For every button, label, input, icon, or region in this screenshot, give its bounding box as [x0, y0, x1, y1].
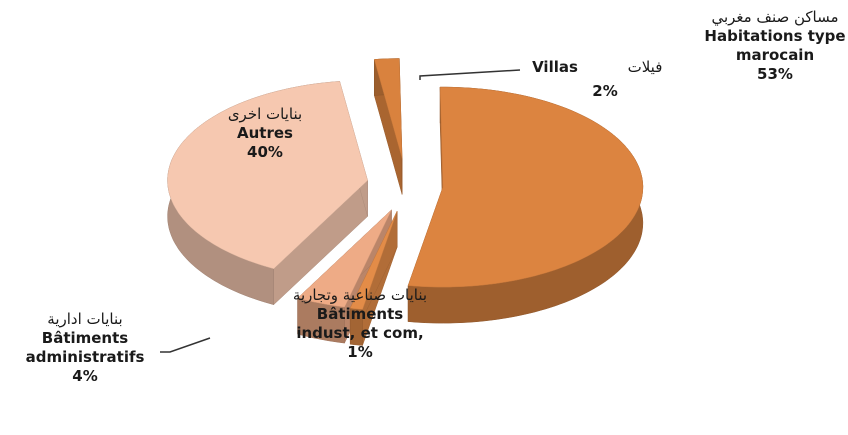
arabic-label: بنايات اخرى — [227, 105, 303, 123]
slice — [167, 81, 368, 269]
value-label: 4% — [72, 367, 98, 385]
arabic-label: مساكن صنف مغربي — [711, 8, 839, 26]
arabic-label: بنايات صناعية وتجارية — [292, 286, 428, 304]
value-label: 40% — [247, 143, 283, 161]
slice — [407, 86, 644, 288]
value-label: 53% — [757, 65, 793, 83]
category-label: Autres — [237, 124, 293, 142]
slice-label: بنايات ادارية Bâtiments administratifs 4% — [10, 310, 160, 386]
category-label: Bâtiments indust, et com, — [296, 305, 424, 342]
arabic-label: فيلات — [627, 58, 663, 76]
slice-label: بنايات صناعية وتجارية Bâtiments indust, e… — [285, 286, 435, 362]
slice — [349, 210, 398, 310]
value-label: 2% — [592, 82, 618, 100]
slice-label: مساكن صنف مغربي Habitations type marocain… — [700, 8, 848, 84]
value-label: 1% — [347, 343, 373, 361]
slice — [297, 209, 392, 308]
category-label: Villas — [532, 58, 578, 76]
arabic-label: بنايات ادارية — [47, 310, 123, 328]
category-label: Bâtiments administratifs — [25, 329, 145, 366]
leader-line — [419, 69, 521, 80]
slice-label: بنايات اخرى Autres 40% — [200, 105, 330, 162]
leader-line — [160, 337, 211, 353]
slice — [373, 58, 403, 159]
category-label: Habitations type marocain — [704, 27, 846, 64]
